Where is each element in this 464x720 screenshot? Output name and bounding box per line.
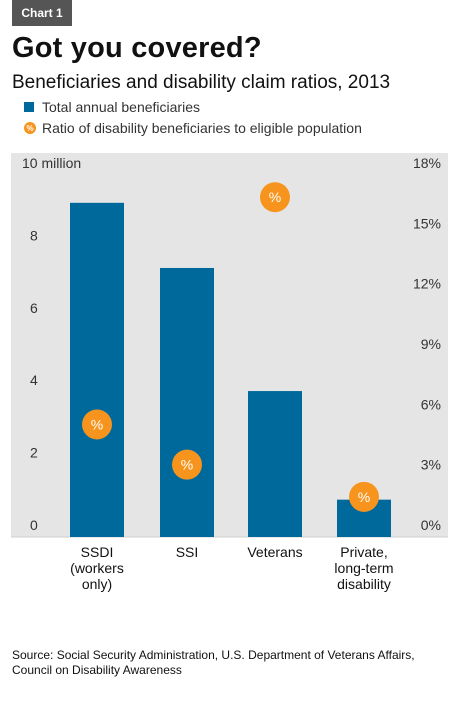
ratio-dot-symbol: % — [181, 457, 193, 473]
y-left-tick-label: 8 — [30, 227, 38, 243]
ratio-dot-symbol: % — [269, 189, 281, 205]
bar — [70, 202, 124, 537]
chart-svg: 0 2 4 6 8 10 million 0% 3% 6% 9% 12% 15% 18%%%%% SSDI… — [11, 155, 448, 592]
y-right-tick-label: 9% — [421, 336, 441, 352]
y-right-tick-label: 15% — [413, 215, 441, 231]
ratio-dot — [349, 481, 379, 512]
y-left-tick-label: 2 — [30, 445, 38, 461]
ratio-dot — [82, 409, 112, 440]
bar — [248, 391, 302, 537]
chart-subtitle: Beneficiaries and disability claim ratio… — [12, 72, 391, 93]
y-left-top-label: 10 million — [22, 155, 81, 171]
legend-square-icon — [24, 102, 34, 112]
chart-tag: Chart 1 — [12, 0, 72, 26]
chart-title: Got you covered? — [12, 32, 262, 64]
y-right-tick-label: 12% — [413, 276, 441, 292]
legend-item-dots: % Ratio of disability beneficiaries to e… — [24, 120, 362, 136]
ratio-dot-symbol: % — [91, 416, 103, 432]
x-category-label: Veterans — [247, 544, 302, 560]
legend-label-dots: Ratio of disability beneficiaries to eli… — [42, 120, 362, 136]
y-left-tick-label: 4 — [30, 372, 38, 388]
legend-item-bars: Total annual beneficiaries — [24, 99, 200, 115]
y-right-tick-label: 18% — [413, 155, 441, 171]
y-right-tick-label: 6% — [421, 396, 441, 412]
x-category-label: Private, — [340, 544, 387, 560]
y-left-tick-label: 6 — [30, 300, 38, 316]
source-note: Source: Social Security Administration, … — [12, 648, 415, 677]
x-category-label: SSDI — [81, 544, 114, 560]
bar — [160, 267, 214, 537]
ratio-dot-symbol: % — [358, 489, 370, 505]
legend-label-bars: Total annual beneficiaries — [42, 99, 200, 115]
x-category-label: only) — [82, 576, 112, 592]
x-category-label: long-term — [334, 560, 393, 576]
legend-percent-dot-icon: % — [24, 122, 36, 134]
x-category-label: SSI — [176, 544, 199, 560]
y-right-tick-label: 3% — [421, 457, 441, 473]
y-right-tick-label: 0% — [421, 517, 441, 533]
x-category-label: (workers — [70, 560, 124, 576]
x-category-label: disability — [337, 576, 391, 592]
ratio-dot — [172, 449, 202, 480]
ratio-dot — [260, 182, 290, 213]
y-left-tick-label: 0 — [30, 517, 38, 533]
